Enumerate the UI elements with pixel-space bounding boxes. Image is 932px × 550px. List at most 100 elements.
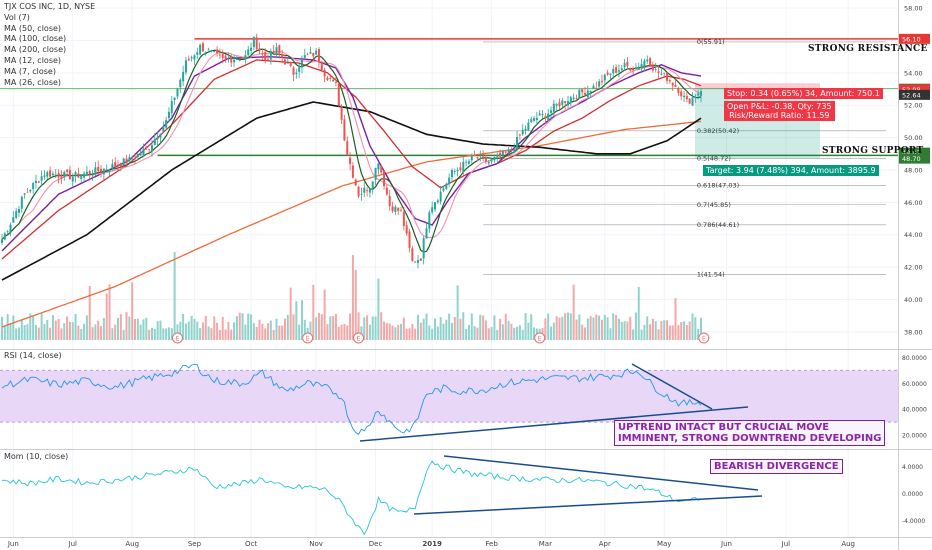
symbol-title[interactable]: TJX COS INC, 1D, NYSE [4,2,96,11]
candle-body [408,231,411,248]
price-tick-label: 50.00 [904,134,923,142]
volume-bar [176,324,179,340]
earnings-marker [698,332,710,344]
candle-body [156,137,159,140]
volume-bar [170,327,173,340]
rsi-line [1,363,702,435]
candle-body [258,48,261,52]
volume-bar [63,323,66,340]
candle-body [1,239,3,243]
legend-ma50[interactable]: MA (50, close) [4,23,62,33]
candle-body [465,161,468,163]
grid-lines [0,0,898,537]
volume-bar [363,317,366,340]
volume-bar [680,322,683,340]
stop-label[interactable]: Stop: 0.34 (0.65%) 34, Amount: 750.1 [724,88,883,99]
volume-bar [71,322,74,340]
volume-bar [377,278,380,340]
candle-body [683,95,686,98]
price-tick-label: 54.00 [904,69,923,77]
time-tick-label: Mar [539,540,552,548]
volume-bar [552,322,555,340]
candle-body [569,97,572,103]
candle-body [354,179,357,186]
candle-body [674,85,677,88]
volume-bar [83,323,86,340]
volume-bar [51,315,54,340]
candle-body [165,119,168,128]
volume-bar [691,313,694,340]
candle-body [159,133,162,138]
volume-bar [479,314,482,340]
candle-body [173,97,176,100]
candle-body [317,49,320,63]
legend-vol[interactable]: Vol (7) [4,12,30,22]
candle-body [657,71,660,74]
volume-bar [589,316,592,340]
volume-bar [49,327,52,340]
candle-body [17,208,20,213]
volume-bar [74,314,77,340]
candle-body [552,103,555,112]
legend-ma12[interactable]: MA (12, close) [4,55,62,65]
candle-body [267,59,270,61]
target-label[interactable]: Target: 3.94 (7.48%) 394, Amount: 3895.9 [703,165,879,176]
price-tag [899,84,930,95]
legend-rsi[interactable]: RSI (14, close) [4,351,62,360]
candle-body [385,187,388,195]
volume-bar [470,313,473,340]
candle-body [450,169,453,178]
volume-bar [105,293,108,340]
volume-bar [303,319,306,340]
candle-body [37,181,40,183]
pl-label[interactable]: Open P&L: -0.38, Qty: 735 Risk/Reward Ra… [724,101,835,121]
legend-mom[interactable]: Mom (10, close) [4,452,69,461]
volume-bar [567,312,569,340]
candle-body [513,149,516,153]
time-tick-label: Nov [309,540,323,548]
volume-bar [487,328,490,340]
volume-bar [258,319,261,340]
volume-bar [1,316,3,340]
legend-ma100[interactable]: MA (100, close) [4,34,67,44]
legend-ma26[interactable]: MA (26, close) [4,77,62,87]
candle-body [567,101,569,106]
candle-body [371,181,374,189]
open-pl-text: Open P&L: -0.38, Qty: 735 [727,102,832,111]
candle-body [617,70,620,72]
target-zone [695,88,820,159]
legend-ma7[interactable]: MA (7, close) [4,66,56,76]
volume-bar [368,324,371,340]
volume-bar [668,325,671,340]
candle-body [255,37,258,50]
volume-bar [269,320,272,340]
volume-bar [581,324,584,340]
volume-bar [564,313,567,340]
legend-ma200[interactable]: MA (200, close) [4,45,67,55]
volume-bar [462,312,465,340]
volume-bar [606,317,609,340]
momentum-tick-label: 0.0000 [902,491,923,498]
volume-bar [575,319,578,340]
volume-bar [261,323,264,340]
volume-bar [150,327,153,340]
candle-body [207,49,210,51]
candle-body [337,83,340,106]
volume-bar [102,318,105,340]
volume-bar [572,284,575,340]
candle-body [603,74,606,81]
volume-bar [530,314,533,340]
candle-body [54,174,57,176]
volume-bar [428,325,431,340]
volume-bar [615,315,618,340]
candle-body [663,72,666,74]
volume-bar [433,318,436,340]
volume-bar [196,321,199,340]
candle-body [247,49,250,56]
volume-bar [629,316,632,340]
candle-body [606,72,609,75]
candle-body [595,87,598,89]
candle-body [71,176,74,182]
candle-body [586,90,589,98]
fib-label: 0.7(45.85) [697,201,731,209]
